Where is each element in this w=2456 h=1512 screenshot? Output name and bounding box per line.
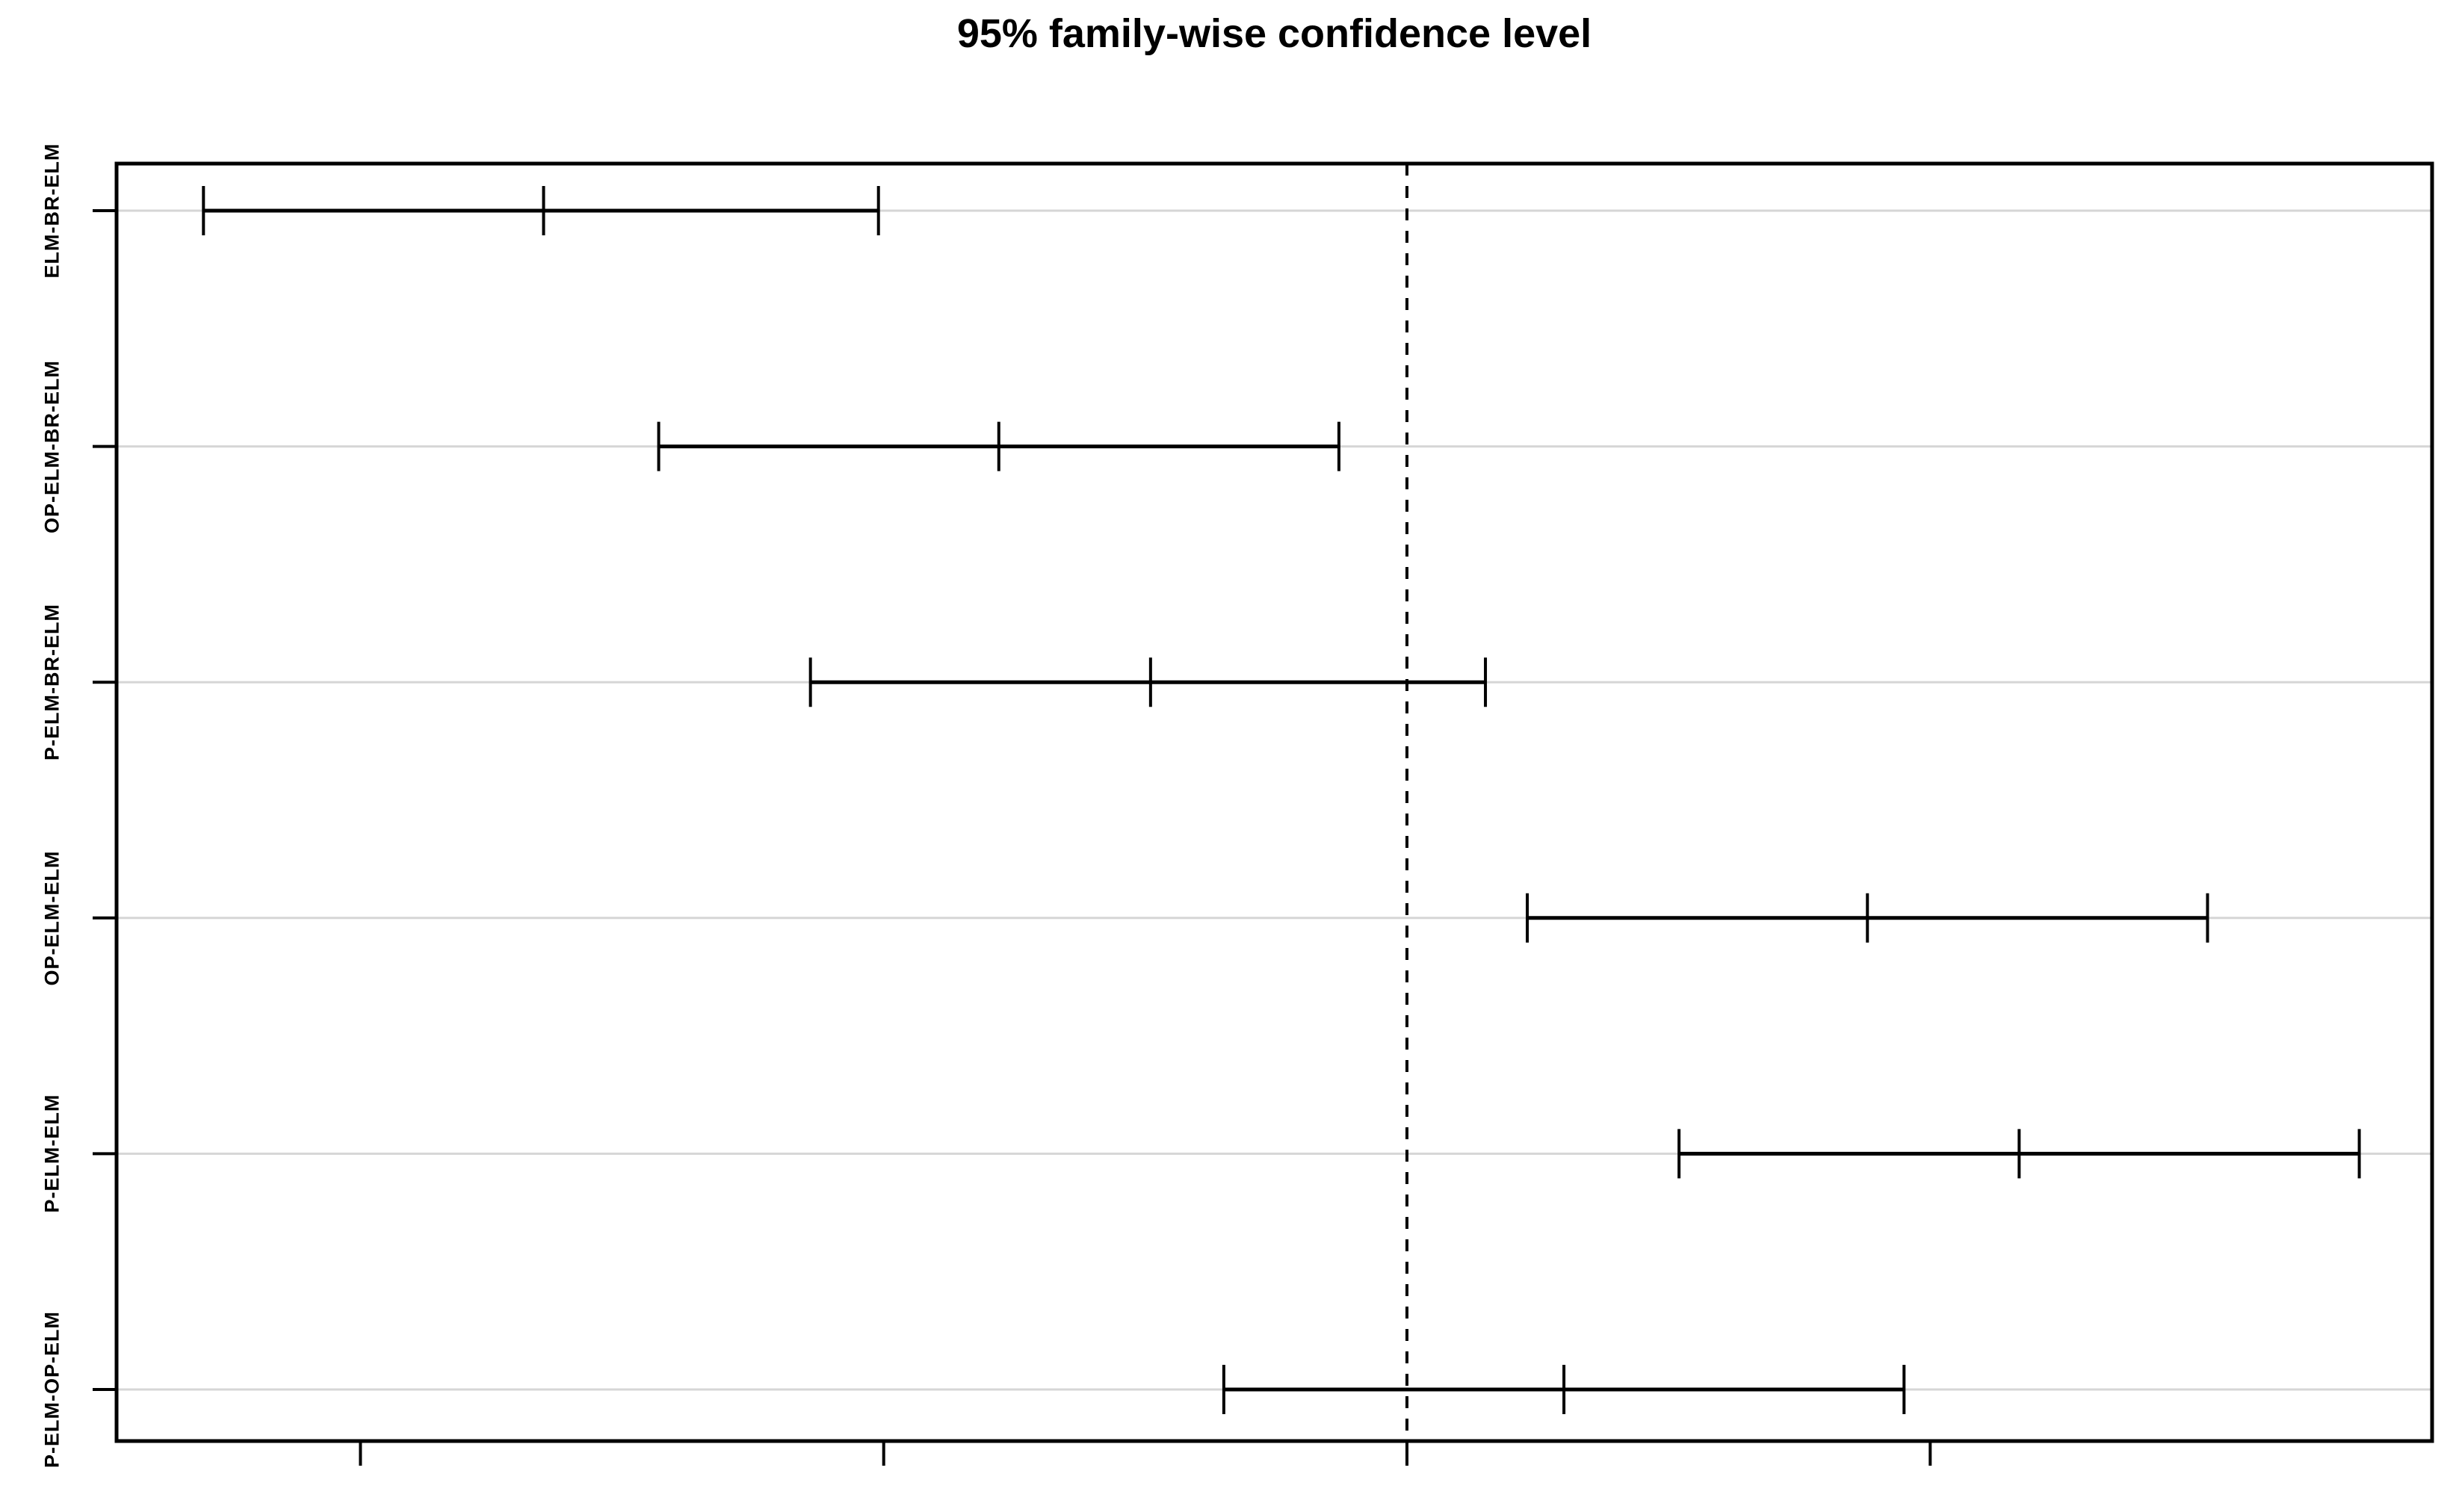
plot-box [114,161,2434,1443]
chart-title: 95% family-wise confidence level [956,11,1592,56]
